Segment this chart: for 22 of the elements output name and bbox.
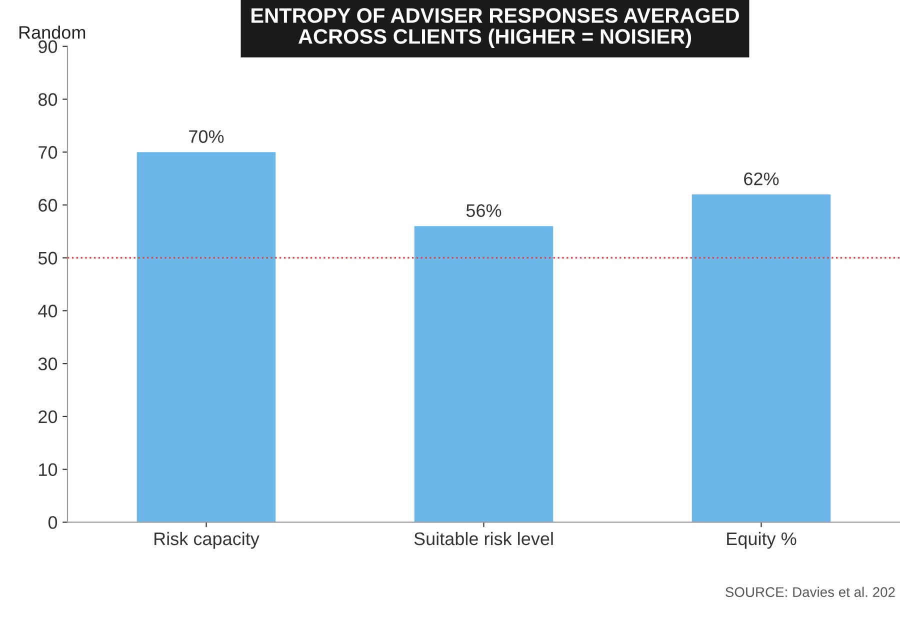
bar (692, 194, 831, 522)
y-tick-label: 30 (38, 358, 58, 370)
y-axis-title: Random (19, 26, 86, 39)
x-tick-label: Risk capacity (154, 532, 260, 549)
bar (136, 152, 276, 522)
y-tick-label: 60 (38, 198, 58, 212)
y-tick-label: 40 (38, 304, 58, 318)
x-tick-label: Suitable risk level (414, 532, 553, 546)
y-tick-label: 70 (38, 146, 58, 159)
data-label: 62% (744, 172, 779, 186)
y-tick-label: 50 (38, 252, 58, 265)
source-note: SOURCE: Davies et al. 202 (726, 586, 895, 598)
y-tick-label: 10 (39, 463, 58, 476)
bar (414, 226, 554, 522)
y-tick-label: 90 (38, 40, 58, 54)
chart-title: ENTROPY OF ADVISER RESPONSES AVERAGED ACROSS CLIENTS (HIGHER = NOISIER) (252, 8, 739, 48)
y-tick-label: 80 (38, 93, 58, 106)
data-label: 56% (466, 204, 502, 217)
y-tick-label: 20 (38, 410, 58, 424)
y-tick-label: 0 (48, 516, 58, 529)
data-label: 70% (189, 130, 224, 143)
x-tick-label: Equity % (727, 532, 796, 549)
